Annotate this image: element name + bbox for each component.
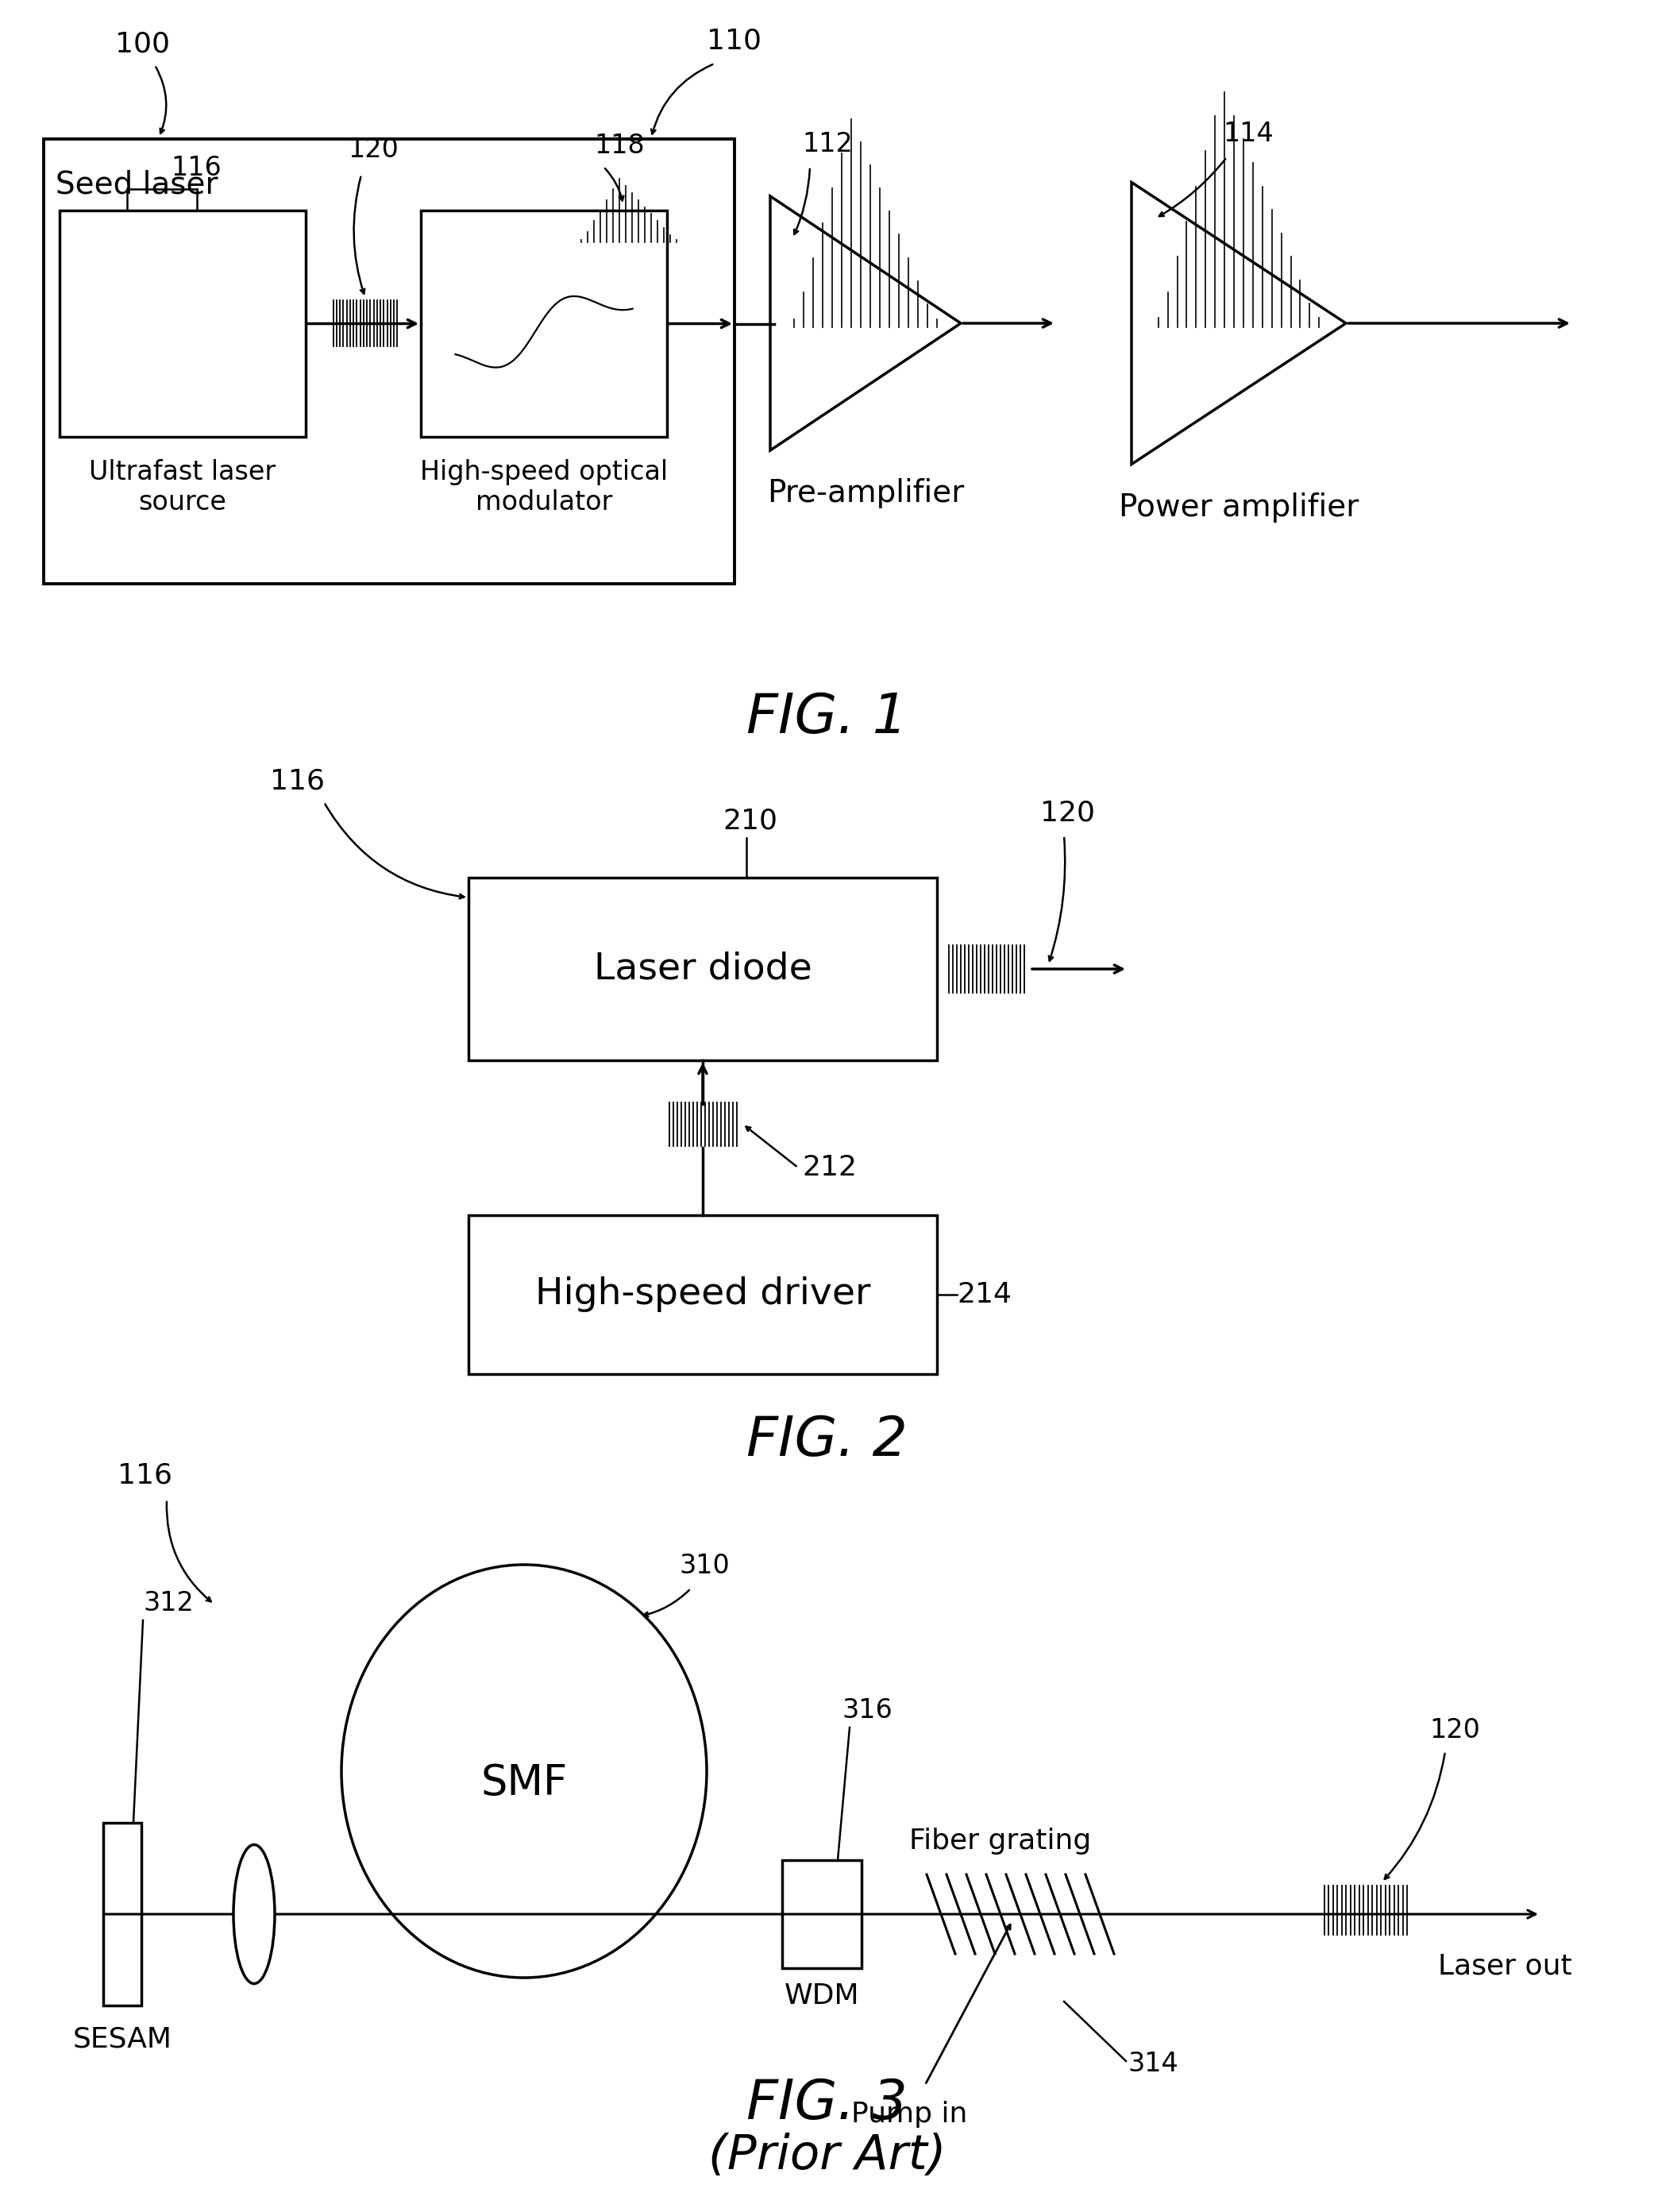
Ellipse shape xyxy=(233,1845,275,1984)
Bar xyxy=(43,139,734,584)
Bar xyxy=(468,1214,936,1374)
Text: Fiber grating: Fiber grating xyxy=(910,1827,1092,1854)
Text: Seed laser: Seed laser xyxy=(56,168,218,199)
Text: 114: 114 xyxy=(1222,122,1274,146)
Text: High-speed optical
modulator: High-speed optical modulator xyxy=(420,460,668,515)
Text: 112: 112 xyxy=(802,131,853,157)
Text: 120: 120 xyxy=(1040,799,1095,825)
Ellipse shape xyxy=(341,1564,706,1978)
Bar xyxy=(468,878,936,1060)
Text: SMF: SMF xyxy=(481,1763,567,1803)
Text: (Prior Art): (Prior Art) xyxy=(708,2132,946,2179)
Text: Laser diode: Laser diode xyxy=(594,951,812,987)
Text: 120: 120 xyxy=(1429,1717,1480,1743)
Bar xyxy=(60,210,306,436)
Text: 310: 310 xyxy=(678,1553,729,1579)
Text: 212: 212 xyxy=(802,1155,857,1181)
Text: Power amplifier: Power amplifier xyxy=(1118,491,1358,522)
Text: 120: 120 xyxy=(347,137,399,164)
Text: 110: 110 xyxy=(706,27,761,53)
Text: Ultrafast laser
source: Ultrafast laser source xyxy=(89,460,276,515)
Text: FIG. 1: FIG. 1 xyxy=(746,690,908,743)
Text: Laser out: Laser out xyxy=(1437,1953,1571,1980)
Text: 210: 210 xyxy=(723,807,777,834)
Text: WDM: WDM xyxy=(784,1982,860,2008)
Text: 116: 116 xyxy=(270,768,324,794)
Text: 118: 118 xyxy=(594,133,645,159)
Text: 214: 214 xyxy=(956,1281,1012,1307)
Text: FIG. 2: FIG. 2 xyxy=(746,1413,908,1467)
Text: SESAM: SESAM xyxy=(73,2026,172,2053)
Text: 100: 100 xyxy=(116,31,170,58)
Text: Pump in: Pump in xyxy=(852,2101,968,2128)
Bar xyxy=(420,210,667,436)
Text: Pre-amplifier: Pre-amplifier xyxy=(767,478,964,509)
Text: 314: 314 xyxy=(1128,2051,1178,2077)
Text: High-speed driver: High-speed driver xyxy=(534,1276,870,1312)
Text: 316: 316 xyxy=(842,1697,892,1723)
Text: 116: 116 xyxy=(117,1462,172,1489)
Bar xyxy=(782,1860,862,1969)
Text: 312: 312 xyxy=(142,1590,194,1617)
Bar xyxy=(103,1823,141,2006)
Text: 116: 116 xyxy=(170,155,222,181)
Text: FIG. 3: FIG. 3 xyxy=(746,2077,908,2130)
